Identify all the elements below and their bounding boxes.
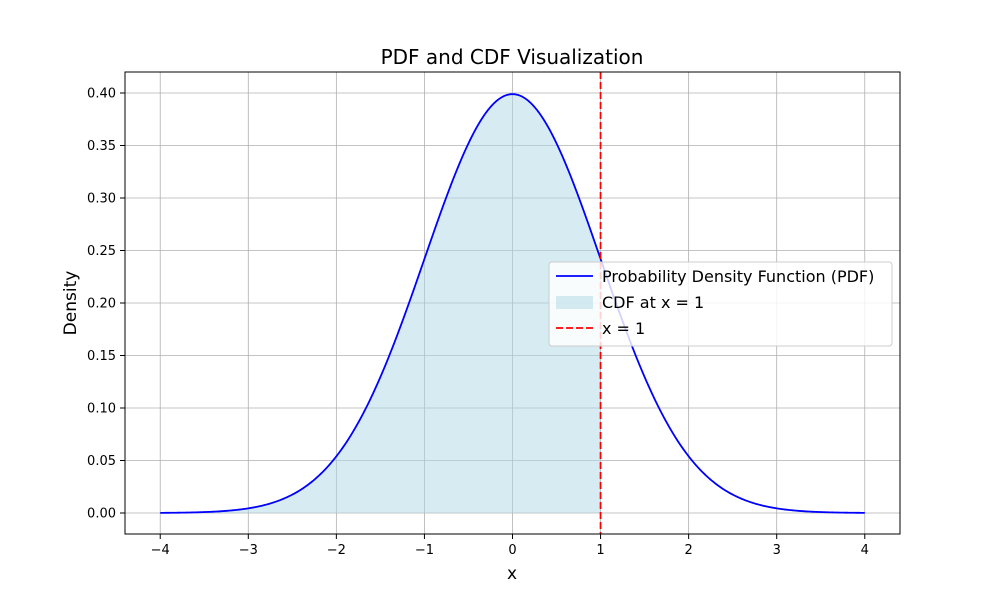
x-axis-label: x — [507, 564, 517, 584]
y-tick-label: 0.25 — [87, 244, 116, 259]
chart-title: PDF and CDF Visualization — [381, 45, 644, 69]
legend-label: x = 1 — [602, 319, 645, 338]
pdf-line — [160, 93, 865, 514]
x-tick-label: 4 — [861, 543, 869, 558]
legend: Probability Density Function (PDF) CDF at… — [548, 261, 893, 347]
x-tick-label: 1 — [596, 543, 604, 558]
x-tick-label: 2 — [684, 543, 692, 558]
cdf-fill-area — [160, 94, 601, 514]
legend-cdf-swatch — [556, 296, 593, 309]
y-tick-label: 0.30 — [87, 192, 116, 207]
y-tick-label: 0.20 — [87, 297, 116, 312]
x-tick-label: −3 — [239, 543, 258, 558]
y-tick-label: 0.05 — [87, 454, 116, 469]
y-tick-label: 0.15 — [87, 349, 116, 364]
x-tick-label: −2 — [327, 543, 346, 558]
x-tick-label: 0 — [508, 543, 516, 558]
x-tick-label: −4 — [151, 543, 170, 558]
y-tick-label: 0.35 — [87, 139, 116, 154]
y-tick-label: 0.10 — [87, 402, 116, 417]
legend-box — [548, 261, 893, 347]
legend-label: CDF at x = 1 — [602, 293, 704, 312]
plot-area: −4 −3 −2 −1 0 1 2 3 4 0.00 0.05 0.10 0.15 0.20 0.25 0.3… — [87, 71, 901, 558]
y-tick-label: 0.00 — [87, 507, 116, 522]
y-axis-label: Density — [61, 271, 81, 336]
y-tick-label: 0.40 — [87, 87, 116, 102]
legend-label: Probability Density Function (PDF) — [602, 267, 874, 286]
x-tick-label: −1 — [415, 543, 434, 558]
x-tick-label: 3 — [773, 543, 781, 558]
